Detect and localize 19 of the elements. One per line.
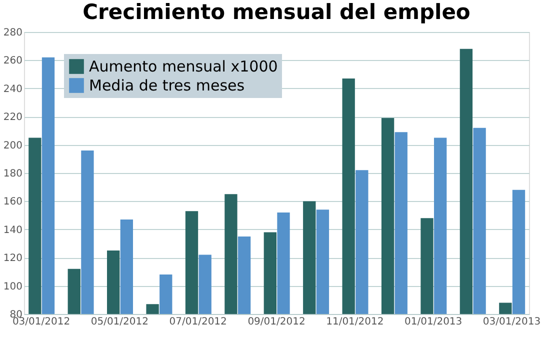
x-tick-label: 09/01/2012	[248, 316, 306, 328]
y-tick-label: 120	[3, 253, 22, 264]
x-tick-label: 01/01/2013	[404, 316, 462, 328]
y-tick-label: 220	[3, 112, 22, 124]
y-tick-label: 260	[3, 56, 22, 67]
y-tick-label: 200	[3, 140, 22, 152]
x-tick-label: 05/01/2012	[90, 316, 148, 328]
x-tick-label: 11/01/2012	[326, 316, 384, 328]
y-tick-label: 180	[3, 168, 22, 180]
y-tick-label: 100	[3, 281, 22, 292]
x-tick-label: 07/01/2012	[169, 316, 227, 328]
chart-title: Crecimiento mensual del empleo	[82, 0, 470, 24]
legend-label: Media de tres meses	[89, 76, 245, 94]
x-tick-label: 03/01/2013	[482, 316, 541, 328]
y-tick-label: 140	[3, 224, 22, 236]
y-tick-label: 280	[3, 28, 22, 38]
y-tick-label: 160	[3, 196, 22, 208]
y-tick-label: 240	[3, 84, 22, 95]
legend-label: Aumento mensual x1000	[89, 58, 278, 76]
